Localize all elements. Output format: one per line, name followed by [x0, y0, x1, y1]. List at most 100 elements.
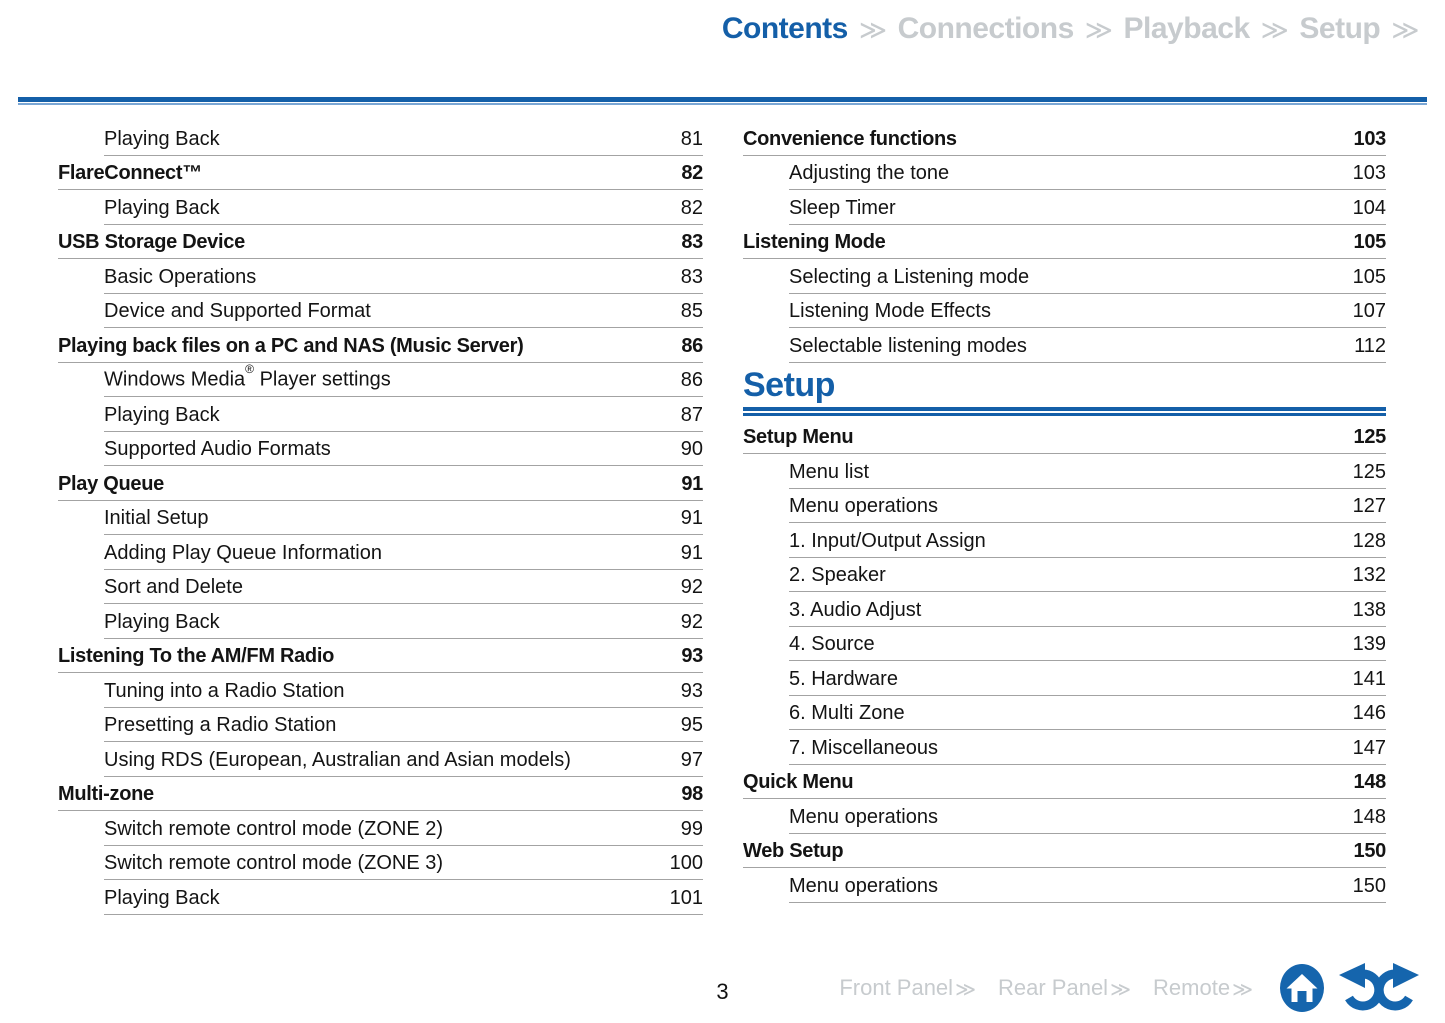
toc-entry[interactable]: Playing Back 92 [104, 604, 703, 639]
nav-tab-contents[interactable]: Contents [721, 12, 849, 45]
toc-entry-page: 86 [680, 369, 703, 391]
toc-entry-page: 105 [1352, 265, 1386, 288]
toc-entry[interactable]: 5. Hardware 141 [789, 661, 1386, 696]
toc-entry-page: 103 [1352, 162, 1386, 184]
toc-entry[interactable]: Web Setup 150 [743, 834, 1386, 868]
toc-entry-label: Playing back files on a PC and NAS (Musi… [58, 334, 524, 357]
toc-entry[interactable]: Device and Supported Format 85 [104, 294, 703, 328]
toc-entry[interactable]: Presetting a Radio Station 95 [104, 708, 703, 742]
toc-entry[interactable]: Menu operations 150 [789, 868, 1386, 903]
toc-entry-label: Listening Mode [743, 231, 886, 253]
footer-link-remote[interactable]: Remote ≫ [1153, 975, 1253, 1001]
toc-entry[interactable]: 6. Multi Zone 146 [789, 696, 1386, 730]
home-icon[interactable] [1279, 963, 1325, 1013]
toc-entry[interactable]: Multi-zone 98 [58, 777, 703, 811]
toc-column-right: Convenience functions 103 Adjusting the to… [743, 121, 1386, 915]
toc-entry-label: Menu operations [789, 495, 938, 517]
toc-entry[interactable]: Using RDS (European, Australian and Asia… [104, 742, 703, 777]
toc-entry[interactable]: Sort and Delete 92 [104, 570, 703, 604]
page-number: 3 [716, 979, 729, 1004]
header-divider-thin-line [18, 103, 1427, 105]
footer-link-label: Front Panel [839, 975, 954, 1000]
toc-entry-page: 83 [681, 231, 703, 253]
toc-entry-page: 100 [669, 852, 703, 874]
toc-entry[interactable]: Adjusting the tone 103 [789, 156, 1386, 190]
toc-entry-label: Menu operations [789, 805, 938, 828]
toc-entry-label: Playing Back [104, 610, 220, 633]
toc-entry-label: Selectable listening modes [789, 334, 1027, 357]
toc-entry[interactable]: Quick Menu 148 [743, 765, 1386, 799]
toc-entry[interactable]: Adding Play Queue Information 91 [104, 535, 703, 570]
toc-entry-label: Using RDS (European, Australian and Asia… [104, 748, 571, 771]
top-navigation: Contents ≫ Connections ≫ Playback ≫ Setup ≫ [721, 12, 1420, 46]
redo-arrow-icon[interactable] [1374, 963, 1419, 1011]
toc-entry[interactable]: Selecting a Listening mode 105 [789, 259, 1386, 294]
toc-entry[interactable]: 1. Input/Output Assign 128 [789, 523, 1386, 558]
toc-entry[interactable]: Playing Back 87 [104, 397, 703, 432]
toc-entry-label: Playing Back [104, 127, 220, 150]
toc-entry[interactable]: USB Storage Device 83 [58, 225, 703, 259]
toc-entry[interactable]: Basic Operations 83 [104, 259, 703, 294]
toc-entry[interactable]: 7. Miscellaneous 147 [789, 730, 1386, 765]
footer-link-label: Rear Panel [998, 975, 1109, 1000]
toc-entry-page: 82 [681, 162, 703, 184]
toc-entry-page: 105 [1353, 231, 1387, 253]
toc-entry[interactable]: Selectable listening modes 112 [789, 328, 1386, 363]
toc-entry-page: 139 [1352, 633, 1386, 655]
toc-entry[interactable]: Sleep Timer 104 [789, 190, 1386, 225]
nav-tab-connections[interactable]: Connections [897, 12, 1075, 45]
nav-tab-setup[interactable]: Setup [1299, 12, 1381, 45]
toc-entry-label: Setup Menu [743, 426, 854, 448]
toc-entry[interactable]: Convenience functions 103 [743, 121, 1386, 156]
toc-entry[interactable]: Tuning into a Radio Station 93 [104, 673, 703, 708]
toc-entry-page: 147 [1352, 736, 1386, 759]
footer-link-label: Remote [1153, 975, 1231, 1000]
toc-entry[interactable]: 3. Audio Adjust 138 [789, 592, 1386, 627]
toc-entry[interactable]: FlareConnect™ 82 [58, 156, 703, 190]
toc-entry[interactable]: Playing Back 101 [104, 880, 703, 915]
toc-entry[interactable]: Listening To the AM/FM Radio 93 [58, 639, 703, 673]
toc-entry[interactable]: Windows Media® Player settings 86 [104, 363, 703, 397]
toc-entry-page: 104 [1352, 196, 1386, 219]
toc-entry-page: 93 [680, 679, 703, 702]
toc-entry[interactable]: Listening Mode 105 [743, 225, 1387, 259]
toc-entry-label: Initial Setup [104, 507, 209, 529]
toc-entry[interactable]: 4. Source 139 [789, 627, 1386, 661]
footer-link-front-panel[interactable]: Front Panel ≫ [839, 975, 976, 1001]
toc-entry[interactable]: Play Queue 91 [58, 466, 703, 501]
nav-tab-playback[interactable]: Playback [1123, 12, 1251, 45]
toc-entry-label: Presetting a Radio Station [104, 714, 337, 736]
toc-entry-label: 3. Audio Adjust [789, 598, 922, 621]
toc-entry-page: 103 [1353, 127, 1387, 150]
toc-entry-page: 90 [680, 438, 703, 460]
toc-entry[interactable]: Supported Audio Formats 90 [104, 432, 703, 466]
toc-entry-page: 97 [680, 748, 703, 771]
toc-entry-page: 141 [1352, 667, 1386, 690]
toc-entry[interactable]: Switch remote control mode (ZONE 3) 100 [104, 846, 703, 880]
toc-entry[interactable]: Initial Setup 91 [104, 501, 703, 535]
toc-entry[interactable]: Menu list 125 [789, 454, 1386, 489]
undo-arrow-icon[interactable] [1339, 963, 1384, 1011]
toc-entry-label: Menu list [789, 460, 870, 483]
toc-entry[interactable]: Listening Mode Effects 107 [789, 294, 1386, 328]
toc-entry[interactable]: Playing back files on a PC and NAS (Musi… [58, 328, 703, 363]
toc-entry[interactable]: Menu operations 127 [789, 489, 1386, 523]
toc-entry-page: 85 [680, 300, 703, 322]
section-divider-thick-line [743, 406, 1386, 411]
toc-entry[interactable]: 2. Speaker 132 [789, 558, 1386, 592]
toc-entry-label: Supported Audio Formats [104, 438, 331, 460]
toc-entry[interactable]: Playing Back 82 [104, 190, 703, 225]
toc-entry[interactable]: Setup Menu 125 [743, 420, 1387, 454]
toc-entry-page: 86 [681, 334, 703, 357]
toc-entry-label: 7. Miscellaneous [789, 736, 938, 759]
toc-entry-page: 92 [680, 610, 703, 633]
toc-entry[interactable]: Switch remote control mode (ZONE 2) 99 [104, 811, 703, 846]
toc-entry-page: 125 [1353, 426, 1387, 448]
toc-entry-page: 87 [680, 403, 703, 426]
header-divider-thick-line [18, 97, 1427, 102]
footer-link-rear-panel[interactable]: Rear Panel ≫ [998, 975, 1131, 1001]
footer-icons [1279, 961, 1421, 1015]
toc-entry-page: 82 [680, 196, 703, 219]
toc-entry[interactable]: Menu operations 148 [789, 799, 1386, 834]
toc-entry[interactable]: Playing Back 81 [104, 121, 703, 156]
